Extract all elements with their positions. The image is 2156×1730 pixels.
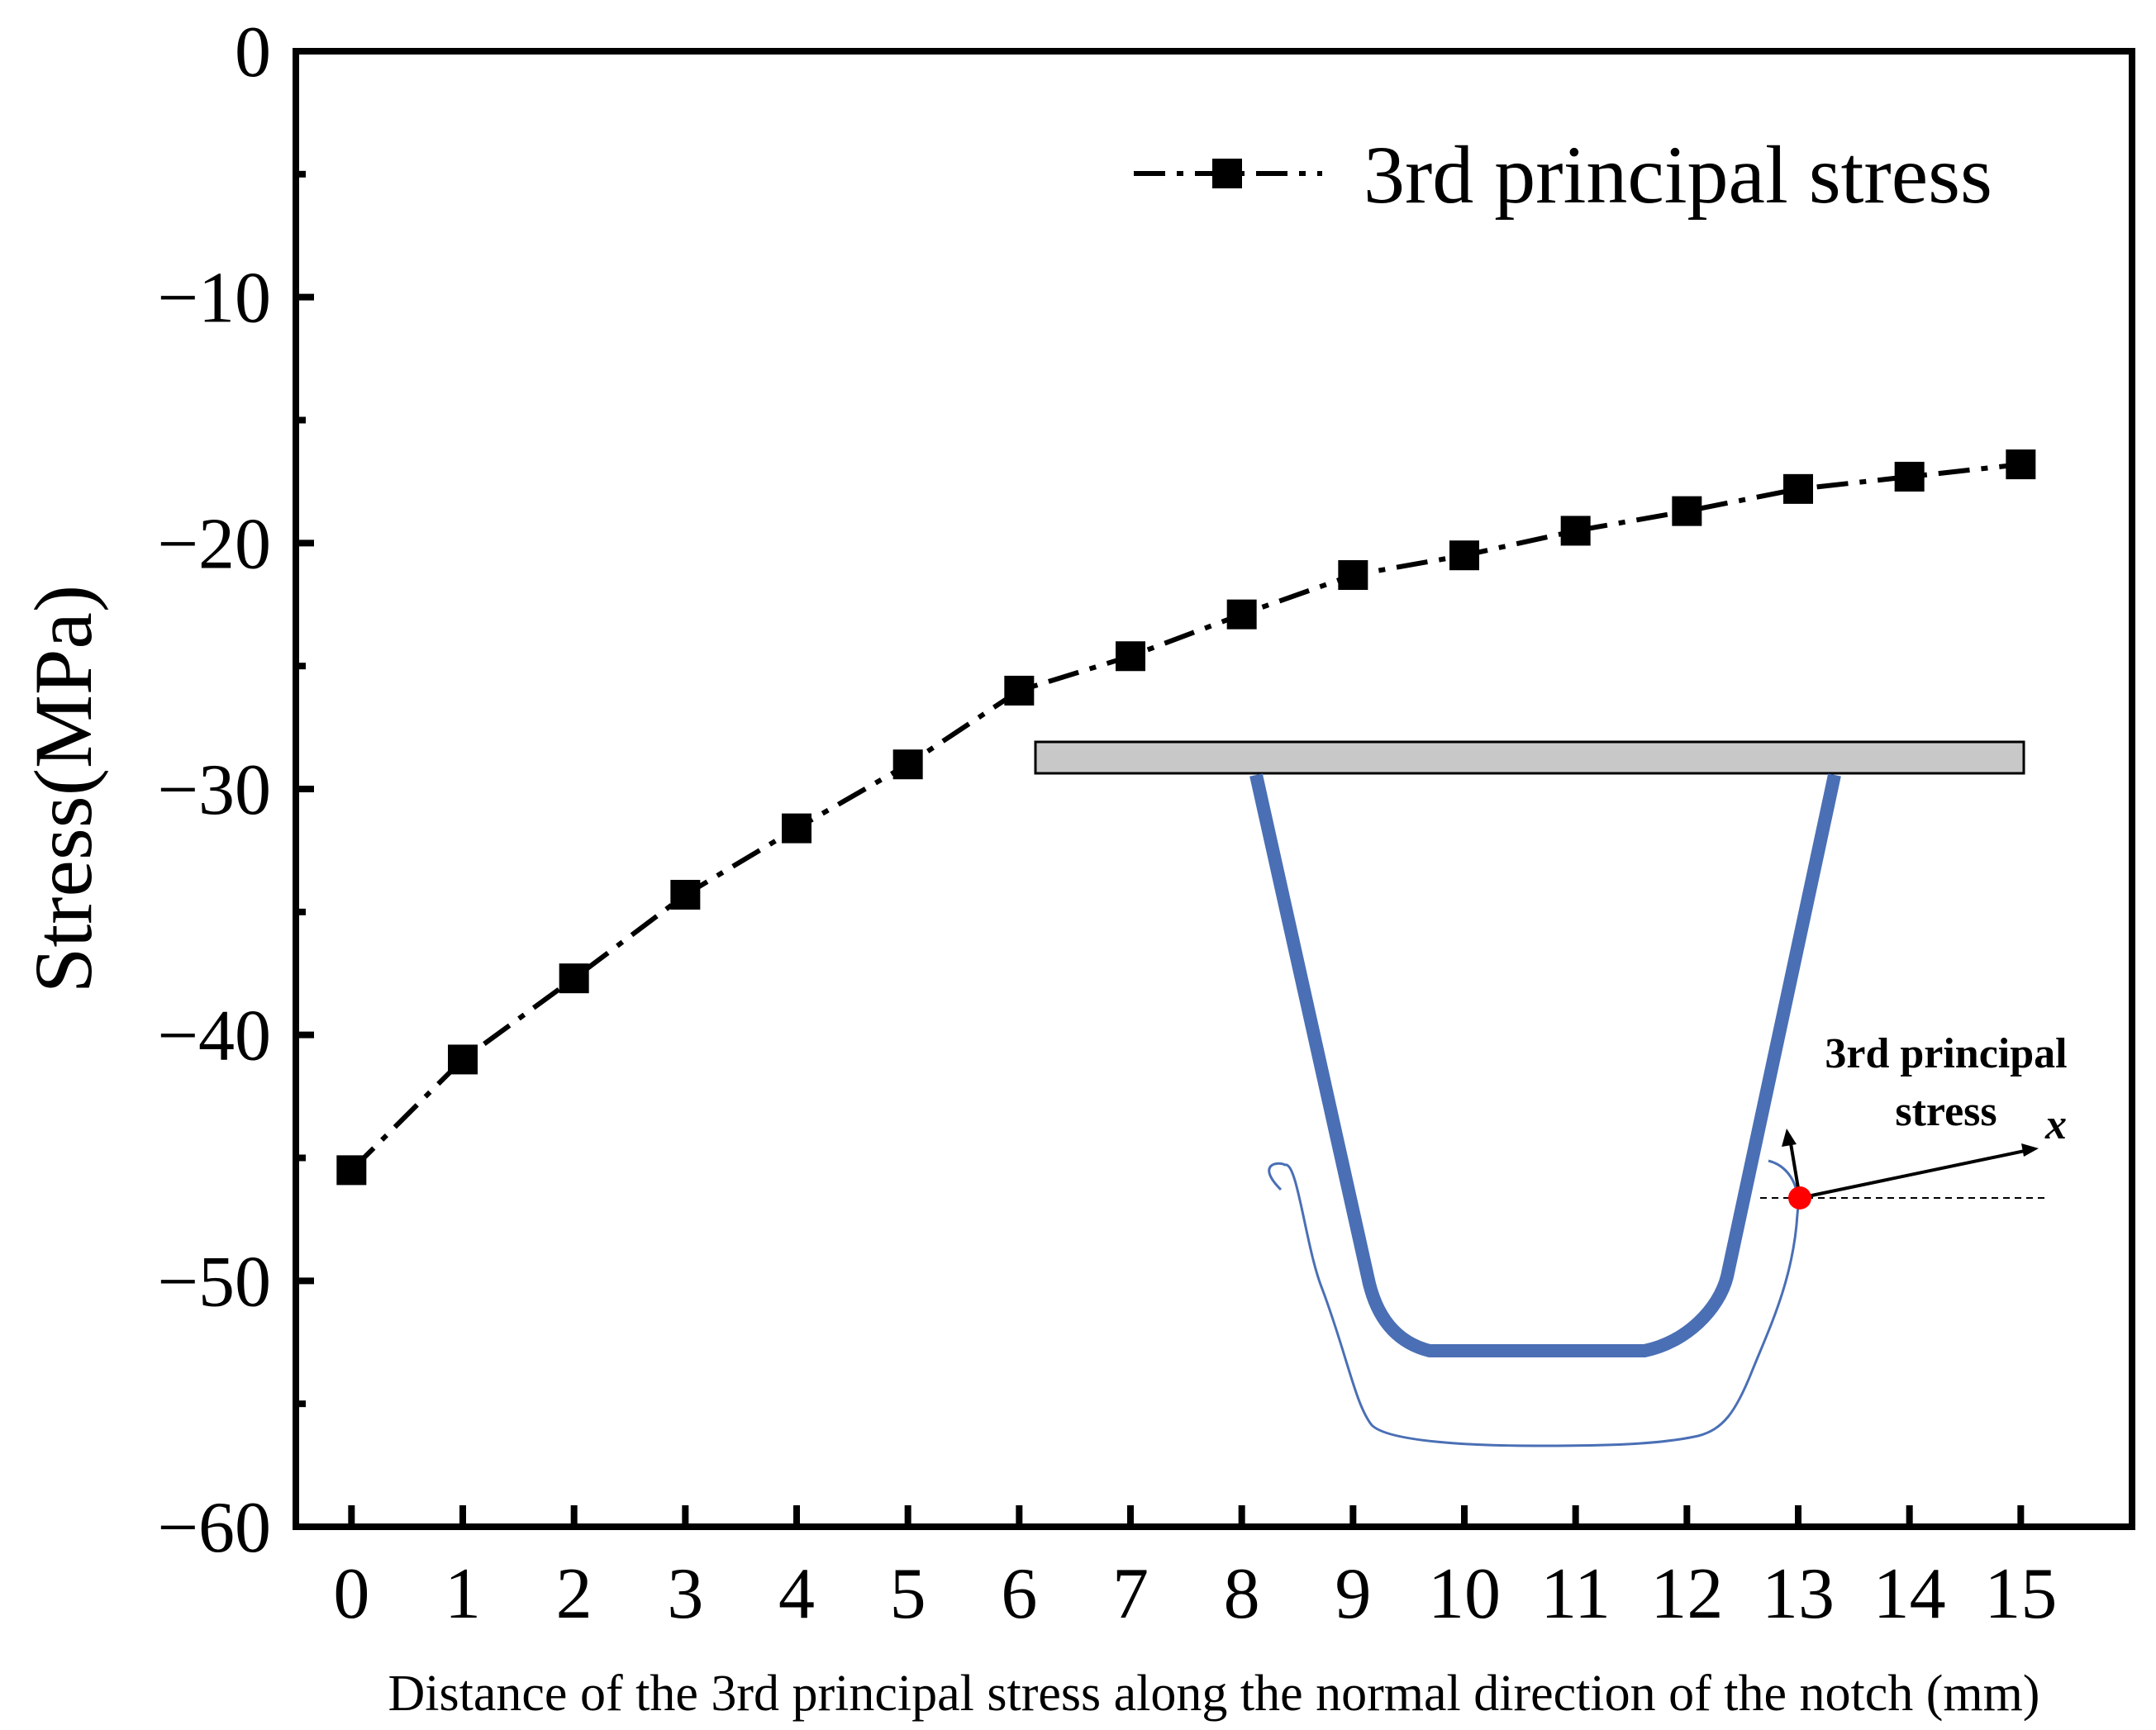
plot-frame [293, 48, 2135, 1530]
x-tick-label: 13 [1762, 1554, 1835, 1634]
x-tick-label: 8 [1224, 1554, 1260, 1634]
y-tick-label: −20 [157, 504, 271, 584]
legend-label: 3rd principal stress [1364, 129, 1992, 221]
data-point-marker [1338, 560, 1368, 591]
y-tick-label: 0 [235, 12, 271, 93]
data-point-marker [1226, 599, 1257, 630]
inset-x-axis-arrowhead [2021, 1143, 2039, 1157]
x-tick-label: 1 [445, 1554, 481, 1634]
x-axis-title: Distance of the 3rd principal stress alo… [388, 1666, 2040, 1722]
data-point-marker [1004, 675, 1035, 706]
data-point-marker [1449, 540, 1479, 571]
inset-notch-profile [1249, 773, 1841, 1357]
y-tick-label: −30 [157, 750, 271, 830]
data-point-marker [1560, 516, 1591, 546]
inset-x-axis-label: x [2044, 1101, 2067, 1148]
y-tick-label: −40 [157, 996, 271, 1076]
series-line [350, 462, 2021, 1172]
data-point-marker [559, 963, 589, 994]
series-line-group [336, 449, 2036, 1186]
data-point-marker [1783, 473, 1813, 504]
x-tick-label: 7 [1112, 1554, 1149, 1634]
data-point-marker [782, 813, 811, 844]
inset-plate [1034, 740, 2025, 775]
y-tick-label: −60 [157, 1488, 271, 1568]
x-tick-label: 14 [1873, 1554, 1946, 1634]
x-tick-label: 4 [778, 1554, 815, 1634]
inset-x-axis-arrow [1799, 1148, 2030, 1200]
x-tick-label: 10 [1428, 1554, 1501, 1634]
y-axis: 0 −10 −20 −30 −40 −50 −60 [157, 12, 314, 1568]
inset-annotation-line2: stress [1895, 1088, 1997, 1135]
data-point-marker [1116, 641, 1145, 672]
inset-annotation-line1: 3rd principal [1825, 1030, 2067, 1077]
y-axis-title: Stress(MPa) [17, 585, 109, 993]
notch-inset-diagram: 3rd principal stress x [1034, 740, 2068, 1447]
inset-stress-point [1788, 1186, 1811, 1210]
data-point-marker [892, 749, 923, 780]
x-tick-label: 12 [1650, 1554, 1723, 1634]
data-point-marker [448, 1044, 478, 1075]
x-tick-label: 11 [1540, 1554, 1611, 1634]
x-tick-label: 9 [1335, 1554, 1371, 1634]
data-point-marker [2006, 449, 2036, 480]
x-axis: 0 1 2 3 4 5 6 7 8 9 10 11 12 13 14 15 [333, 1505, 2057, 1634]
data-point-marker [336, 1155, 367, 1186]
legend-marker [1212, 159, 1242, 188]
x-tick-label: 5 [890, 1554, 926, 1634]
x-tick-label: 3 [667, 1554, 703, 1634]
inset-notch-outer-contour [1268, 1159, 1800, 1447]
x-tick-label: 2 [556, 1554, 593, 1634]
x-tick-label: 0 [333, 1554, 369, 1634]
x-tick-label: 6 [1001, 1554, 1037, 1634]
data-point-marker [1894, 461, 1925, 492]
data-point-marker [1672, 496, 1702, 526]
y-tick-label: −50 [157, 1242, 271, 1322]
data-point-marker [670, 879, 701, 910]
legend: 3rd principal stress [1134, 129, 1992, 221]
y-tick-label: −10 [157, 259, 271, 339]
x-tick-label: 15 [1984, 1554, 2057, 1634]
inset-principal-stress-arrowhead [1782, 1129, 1797, 1147]
